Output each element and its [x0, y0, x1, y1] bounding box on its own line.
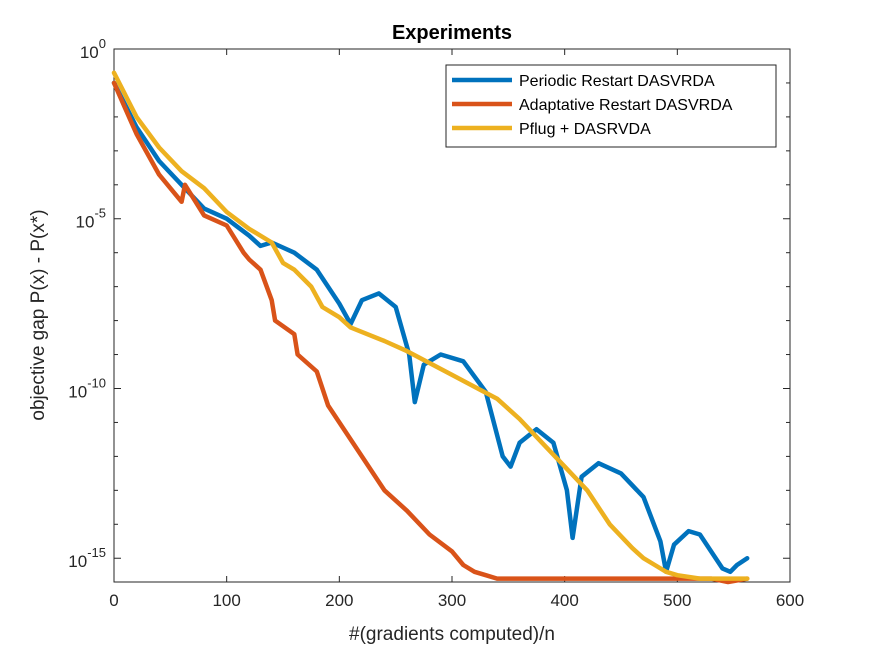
y-axis-label-text: objective gap P(x) - P(x*)	[28, 209, 49, 420]
y-tick-label: 10-15	[68, 545, 106, 571]
y-tick-exponent: 0	[99, 36, 106, 51]
y-tick-base: 10	[80, 43, 99, 62]
y-tick-base: 10	[68, 382, 87, 401]
y-tick-label: 100	[80, 36, 106, 62]
legend-label: Adaptative Restart DASVRDA	[519, 97, 733, 114]
x-tick-label: 0	[109, 591, 118, 610]
x-tick-label: 300	[438, 591, 466, 610]
chart-title: Experiments	[392, 22, 512, 44]
legend-label: Pflug + DASRVDA	[519, 121, 651, 138]
x-tick-label: 400	[550, 591, 578, 610]
series-layer	[111, 70, 750, 585]
y-tick-base: 10	[68, 552, 87, 571]
x-tick-label: 600	[776, 591, 804, 610]
y-tick-label: 10-10	[68, 375, 106, 401]
series-line-2	[111, 80, 750, 585]
x-tick-label: 100	[212, 591, 240, 610]
x-tick-label: 500	[663, 591, 691, 610]
series-line-3	[111, 70, 750, 581]
y-axis-label: objective gap P(x) - P(x*)	[28, 209, 49, 420]
y-tick-exponent: -15	[87, 545, 106, 560]
x-tick-label: 200	[325, 591, 353, 610]
legend-label: Periodic Restart DASVRDA	[519, 73, 715, 90]
y-tick-exponent: -5	[94, 206, 106, 221]
x-axis-label: #(gradients computed)/n	[349, 624, 555, 645]
legend: Periodic Restart DASVRDA Adaptative Resta…	[445, 64, 777, 148]
y-tick-base: 10	[76, 213, 95, 232]
y-tick-exponent: -10	[87, 375, 106, 390]
y-tick-label: 10-5	[76, 206, 106, 232]
